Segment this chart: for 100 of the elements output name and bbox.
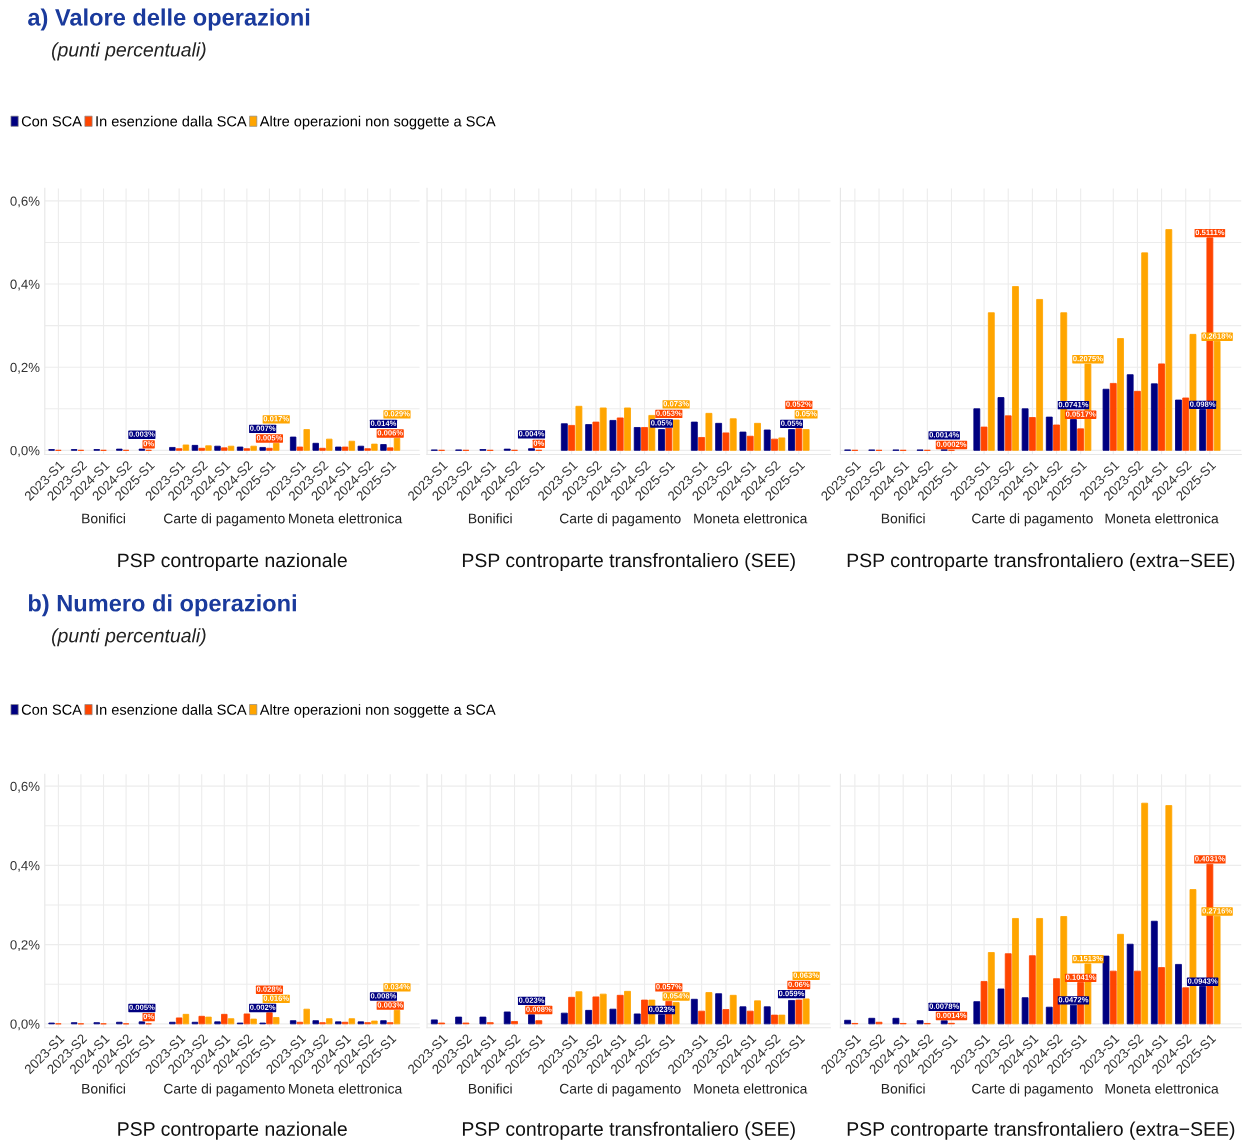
legend-label: Altre operazioni non soggette a SCA	[259, 704, 496, 718]
chart-subtitle: (punti percentuali)	[51, 42, 206, 61]
bar	[729, 418, 737, 451]
bar	[1150, 383, 1158, 451]
bar	[746, 1010, 754, 1025]
bar	[1012, 286, 1019, 451]
bar	[729, 994, 737, 1025]
bar	[1158, 967, 1165, 1025]
y-tick-label: 0,6%	[10, 781, 40, 793]
bar	[771, 1014, 778, 1025]
bar	[430, 1019, 438, 1025]
bar	[599, 993, 607, 1025]
bar	[1036, 299, 1043, 451]
bar	[868, 1017, 876, 1025]
bar	[1028, 955, 1036, 1025]
bar	[754, 422, 761, 451]
bar	[987, 312, 995, 451]
bar	[754, 1000, 761, 1025]
bar	[624, 407, 631, 451]
bar	[227, 445, 235, 451]
bar	[1158, 363, 1165, 451]
x-axis-title: PSP controparte transfrontaliero (SEE)	[462, 1121, 795, 1140]
bar	[455, 1016, 463, 1025]
text: Moneta elettronica	[694, 513, 808, 524]
bar	[479, 1016, 487, 1025]
bar	[341, 446, 349, 451]
text: Carte di pagamento	[972, 513, 1093, 527]
legend-label: Con SCA	[21, 116, 82, 127]
y-tick-label: 0,4%	[10, 860, 40, 872]
x-axis-title: PSP controparte nazionale	[118, 1121, 347, 1140]
bar	[1053, 424, 1060, 451]
text: Bonifici	[82, 1083, 125, 1094]
bar	[739, 1006, 747, 1025]
bar	[214, 445, 221, 451]
legend-label: In esenzione dalla SCA	[96, 704, 247, 715]
bar	[599, 407, 607, 451]
bar	[892, 1017, 900, 1025]
bar	[795, 428, 803, 451]
y-tick-label: 0,0%	[10, 445, 40, 457]
bar	[788, 1000, 795, 1025]
bar	[641, 999, 648, 1025]
bar	[1175, 399, 1182, 451]
text: Bonifici	[881, 513, 925, 524]
bar	[616, 417, 624, 451]
bar	[746, 435, 754, 451]
bar	[1150, 920, 1158, 1025]
bar	[771, 438, 778, 451]
text: Moneta elettronica	[694, 1083, 808, 1094]
bar	[997, 988, 1005, 1025]
x-axis-title: PSP controparte nazionale	[118, 552, 347, 572]
x-axis-title: PSP controparte transfrontaliero (SEE)	[462, 552, 795, 572]
bar	[191, 444, 199, 451]
text: Bonifici	[468, 513, 512, 524]
text: Moneta elettronica	[289, 1083, 403, 1094]
text: Carte di pagamento	[972, 1083, 1093, 1097]
bar	[633, 427, 641, 451]
bar	[1028, 417, 1036, 451]
y-tick-label: 0,6%	[10, 196, 40, 208]
bar	[997, 397, 1005, 451]
text: Carte di pagamento	[164, 513, 285, 527]
bar	[1182, 987, 1190, 1025]
y-tick-label: 0,4%	[10, 279, 40, 291]
text: Moneta elettronica	[1105, 513, 1219, 524]
bar	[1021, 408, 1029, 451]
bar	[987, 952, 995, 1025]
text: Bonifici	[881, 1083, 925, 1094]
bar	[205, 445, 212, 451]
bar	[357, 445, 365, 451]
bar	[1165, 229, 1173, 451]
bar	[609, 1008, 617, 1025]
bar	[387, 447, 394, 451]
bar	[335, 446, 342, 451]
text: Bonifici	[82, 513, 125, 524]
bar	[624, 990, 631, 1025]
bar	[585, 424, 593, 451]
chart-subtitle: (punti percentuali)	[51, 628, 206, 647]
text: Moneta elettronica	[289, 513, 403, 524]
bar	[1175, 964, 1182, 1025]
chart-title: a) Valore delle operazioni	[28, 8, 310, 31]
bar	[371, 443, 378, 451]
chart-title: b) Numero di operazioni	[28, 594, 296, 617]
y-tick-label: 0,2%	[10, 362, 40, 374]
bar	[778, 437, 786, 451]
bar	[348, 440, 356, 451]
text: Carte di pagamento	[559, 513, 681, 527]
text: Carte di pagamento	[559, 1083, 681, 1097]
bar	[393, 437, 401, 451]
bar	[844, 1019, 852, 1025]
bar	[739, 431, 747, 451]
bar	[633, 1013, 641, 1025]
bar	[1182, 397, 1190, 451]
legend-label: In esenzione dalla SCA	[96, 115, 247, 127]
bar	[1045, 1006, 1053, 1025]
bar	[592, 996, 600, 1025]
bar	[763, 1006, 771, 1025]
bar	[778, 1014, 786, 1025]
text: Carte di pagamento	[164, 1083, 285, 1097]
bar	[585, 1009, 593, 1025]
bar	[1004, 953, 1012, 1025]
bar	[1004, 415, 1012, 451]
